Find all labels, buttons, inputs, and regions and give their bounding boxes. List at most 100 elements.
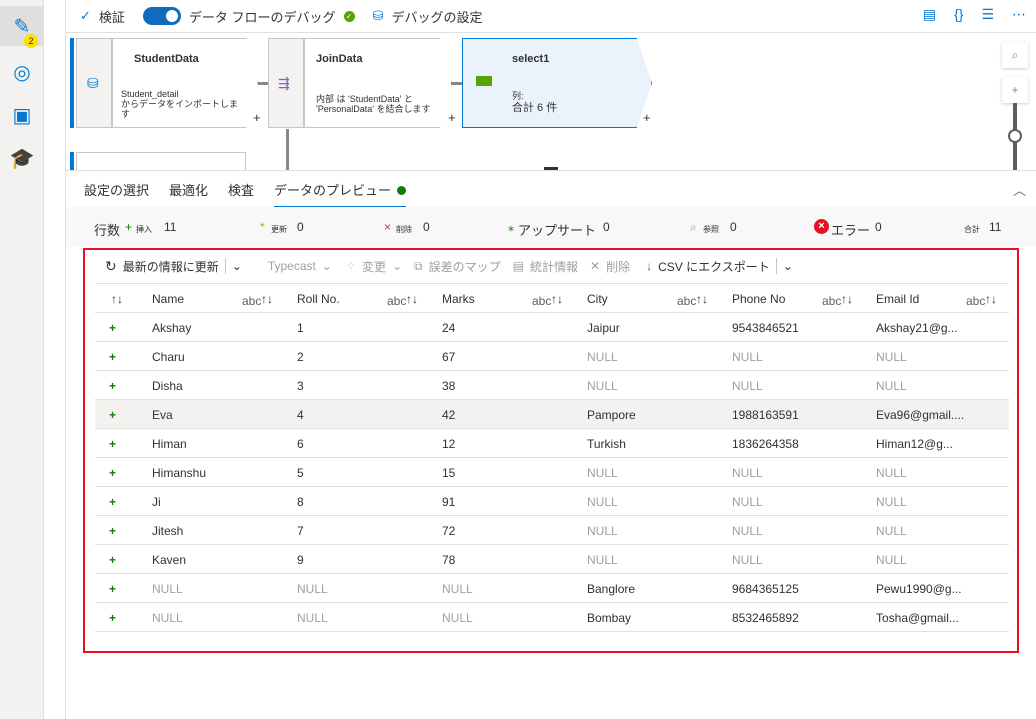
manage-tab[interactable]: ▣ [0,95,44,135]
typecast-button[interactable]: Typecast [267,259,316,273]
table-cell: NULL [732,553,763,567]
column-header[interactable]: City [587,292,608,306]
search-zoom-button[interactable]: ⌕ [1002,42,1028,68]
table-cell: 72 [442,524,456,538]
learn-tab[interactable]: 🎓 [0,138,44,178]
insert-icon: + [109,582,117,596]
gutter [44,0,66,719]
column-header[interactable]: Phone No [732,292,786,306]
sort-icon[interactable]: ↑↓ [261,292,273,306]
monitor-tab[interactable]: ◎ [0,52,44,92]
tab-label: データのプレビュー [274,182,392,198]
column-header[interactable]: Roll No. [297,292,340,306]
total-count: 11 [989,220,1002,234]
table-row[interactable]: + NULL NULL NULL Bombay 8532465892 Tosha@gmail… [95,603,1009,632]
table-row[interactable]: + Kaven 9 78 NULL NULL NULL [95,545,1009,574]
debug-toggle[interactable] [142,7,181,25]
insert-icon: + [109,495,117,509]
table-cell: Ji [152,495,161,509]
sort-icon[interactable]: ↑↓ [406,292,418,306]
table-row[interactable]: + Eva 4 42 Pampore 1988163591 Eva96@gmail.... [95,400,1009,429]
sort-icon[interactable]: ↑↓ [841,292,853,306]
node-desc: 合計 6 件 [512,102,558,114]
table-cell: 8 [297,495,304,509]
tab-optimize[interactable]: 最適化 [169,182,209,198]
table-row[interactable]: + Ji 8 91 NULL NULL NULL [95,487,1009,516]
more-icon[interactable]: ⋯ [1012,6,1026,22]
modify-icon: ⁘ [345,259,356,273]
node-desc: Student_detail [121,89,179,99]
insert-icon: + [109,524,117,538]
table-row[interactable]: + NULL NULL NULL Banglore 9684365125 Pewu1990@… [95,574,1009,603]
table-cell: 67 [442,350,456,364]
table-row[interactable]: + Disha 3 38 NULL NULL NULL [95,371,1009,400]
table-row[interactable]: + Akshay 1 24 Jaipur 9543846521 Akshay21@g... [95,313,1009,342]
table-cell: 7 [297,524,304,538]
sort-icon[interactable]: ↑↓ [985,292,997,306]
table-cell: 12 [442,437,456,451]
column-header[interactable]: Email Id [876,292,920,306]
table-cell: Disha [152,379,183,393]
node-studentdata[interactable] [112,38,258,128]
table-cell: NULL [732,466,763,480]
node-joindata[interactable] [304,38,452,128]
script-icon[interactable]: ▤ [922,6,937,22]
sort-icon[interactable]: ↑↓ [551,292,563,306]
chevron-down-icon[interactable]: ⌄ [782,259,793,273]
insert-icon: + [109,437,117,451]
export-csv-button[interactable]: CSV にエクスポート [658,259,770,274]
join-node-icon[interactable]: ⇶ [268,38,304,128]
table-cell: Himan [152,437,187,451]
table-header: ↑↓ Name abc ↑↓ Roll No. abc ↑↓ Marks abc ↑↓ City a… [95,284,1009,313]
refresh-button[interactable]: 最新の情報に更新 [122,259,219,274]
tab-settings[interactable]: 設定の選択 [84,182,150,198]
update-count: 0 [297,220,304,234]
zoom-slider-thumb[interactable] [1008,129,1022,143]
node-desc: 列: [512,91,524,101]
table-row[interactable]: + Himanshu 5 15 NULL NULL NULL [95,458,1009,487]
type-label: abc [822,294,842,308]
table-row[interactable]: + Jitesh 7 72 NULL NULL NULL [95,516,1009,545]
data-preview-region: ↻ 最新の情報に更新 ⌄ Typecast ⌄ ⁘ 変更 ⌄ ⧉ 誤差のマップ ▤ … [83,248,1019,653]
author-tab[interactable]: ✎ 2 [0,6,44,48]
table-cell: NULL [587,553,618,567]
code-icon[interactable]: {} [954,6,964,22]
node-desc: す [121,109,131,119]
sort-icon[interactable]: ↑↓ [696,292,708,306]
sort-icon[interactable]: ↑↓ [111,292,123,306]
column-header[interactable]: Name [152,292,185,306]
error-map-button[interactable]: 誤差のマップ [428,259,501,274]
node-select1[interactable] [462,38,652,128]
zoom-in-button[interactable]: + [1002,77,1028,103]
tab-data-preview[interactable]: データのプレビュー [274,171,407,208]
properties-icon[interactable]: ☰ [981,6,994,22]
table-row[interactable]: + Charu 2 67 NULL NULL NULL [95,342,1009,371]
validate-button[interactable]: 検証 [98,9,125,25]
column-header[interactable]: Marks [442,292,475,306]
table-cell: 6 [297,437,304,451]
collapse-icon[interactable]: ︿ [1012,182,1026,198]
modify-button[interactable]: 変更 [361,259,386,274]
table-cell: 91 [442,495,456,509]
add-button[interactable]: + [643,110,651,125]
table-row[interactable]: + Himan 6 12 Turkish 1836264358 Himan12@g... [95,429,1009,458]
type-label: abc [677,294,697,308]
chevron-down-icon[interactable]: ⌄ [231,259,242,273]
table-cell: Bombay [587,611,632,625]
add-button[interactable]: + [448,110,456,125]
debug-settings-button[interactable]: デバッグの設定 [391,9,483,25]
resize-handle[interactable] [544,167,558,170]
table-cell: 38 [442,379,456,393]
table-cell: Jaipur [587,321,620,335]
panel-tabs: 設定の選択 最適化 検査 データのプレビュー ︿ [66,170,1036,208]
tab-inspect[interactable]: 検査 [228,182,255,198]
source-node-icon[interactable]: ⛁ [76,38,112,128]
download-icon: ↓ [646,259,653,273]
add-button[interactable]: + [253,110,261,125]
statistics-button[interactable]: 統計情報 [529,259,578,274]
remove-button[interactable]: 削除 [606,259,631,274]
remove-icon: ✕ [590,259,601,273]
table-cell: Akshay21@g... [876,321,958,335]
flow-canvas[interactable]: ⛁ StudentData Student_detail からデータをインポート… [66,33,1036,170]
node-desc: 'PersonalData' を結合します [316,104,431,114]
